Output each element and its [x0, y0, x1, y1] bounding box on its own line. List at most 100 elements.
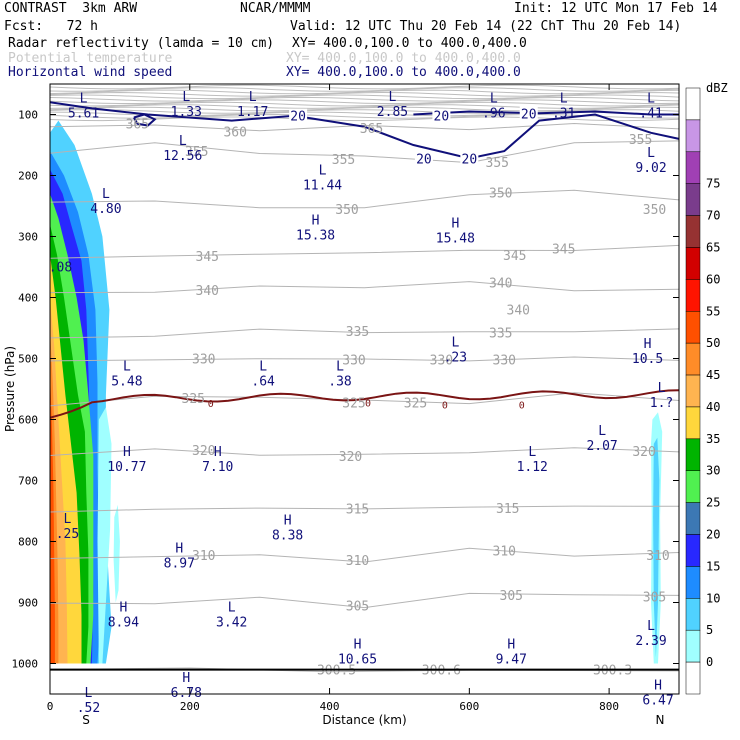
wind-contour-20-upper	[413, 110, 679, 116]
theta-label-35: 305	[500, 589, 523, 604]
theta-label-13: 340	[196, 284, 219, 299]
extremum-type-20: L	[598, 424, 606, 439]
theta-strat-line-5	[49, 96, 680, 102]
extremum-value-19: 1.?	[650, 396, 673, 411]
colorbar-box-0	[685, 87, 701, 121]
extremum-value-6: .41	[639, 106, 662, 121]
extremum-type-7: L	[179, 134, 187, 149]
extremum-type-22: H	[214, 445, 222, 460]
colorbar-box-2	[685, 151, 701, 184]
north-label: N	[656, 713, 665, 727]
zero-label-0: 0	[208, 399, 214, 410]
theta-contour-0	[49, 122, 680, 132]
wind-label-0: 20	[290, 110, 306, 125]
extremum-value-4: .96	[482, 106, 505, 121]
field-wind: Horizontal wind speed	[8, 65, 173, 80]
extremum-type-28: L	[228, 601, 236, 616]
colorbar-box-9	[685, 374, 701, 408]
x-tick-label-0: 0	[47, 700, 54, 713]
extremum-value-13: .08	[49, 261, 72, 276]
theta-label-25: 320	[192, 444, 215, 459]
y-tick-label-7: 800	[18, 536, 38, 549]
forecast-hour: Fcst: 72 h	[4, 19, 98, 34]
colorbar-box-16	[685, 598, 701, 631]
extremum-value-22: 7.10	[202, 460, 233, 475]
extremum-type-21: H	[123, 445, 131, 460]
colorbar-level-4: 20	[706, 528, 720, 542]
theta-label-1: 360	[223, 126, 246, 141]
theta-contour-8	[49, 447, 680, 456]
zero-label-2: 0	[442, 400, 448, 411]
colorbar-level-7: 35	[706, 432, 720, 446]
theta-strat-line-10	[49, 109, 680, 114]
plot-frame	[49, 83, 680, 695]
wind-label-bg-2	[519, 106, 538, 121]
colorbar-level-10: 50	[706, 336, 720, 350]
colorbar-level-9: 45	[706, 368, 720, 382]
extremum-value-33: 6.47	[642, 694, 673, 709]
colorbar-box-10	[685, 406, 701, 440]
theta-contour-1	[49, 140, 680, 164]
zero-line	[49, 389, 680, 419]
extremum-value-32: 6.78	[171, 686, 202, 701]
extremum-type-14: L	[451, 335, 459, 350]
y-tick-label-3: 400	[18, 292, 38, 305]
colorbar-box-1	[685, 119, 701, 153]
theta-label-2: 365	[360, 122, 383, 137]
extremum-type-33: H	[654, 679, 662, 694]
wind-label-bg-3	[414, 151, 433, 166]
theta-label-20: 330	[430, 354, 453, 369]
extremum-value-21: 10.77	[107, 460, 146, 475]
extremum-type-2: L	[249, 90, 257, 105]
colorbar-box-6	[685, 279, 701, 312]
extremum-value-34: .52	[77, 701, 100, 716]
theta-label-39: 300.3	[593, 664, 632, 679]
init-time: Init: 12 UTC Mon 17 Feb 14	[514, 1, 718, 16]
reflectivity-plume-south-2	[113, 504, 120, 603]
wind-label-2: 20	[521, 107, 537, 122]
theta-strat-line-6	[49, 99, 680, 104]
theta-label-21: 330	[493, 354, 516, 369]
colorbar-level-13: 65	[706, 240, 720, 254]
theta-label-14: 340	[489, 276, 512, 291]
wind-contours	[49, 101, 680, 160]
reflectivity-band-8	[50, 370, 55, 664]
theta-label-38: 300.6	[422, 664, 461, 679]
colorbar-box-11	[685, 438, 701, 471]
theta-label-34: 305	[346, 600, 369, 615]
y-axis-label: Pressure (hPa)	[3, 346, 17, 432]
theta-contour-4	[49, 281, 680, 294]
extremum-type-27: H	[119, 601, 127, 616]
extremum-value-2: 1.17	[237, 105, 268, 120]
colorbar: dBZ 0 5 10 15 20 25 30 35 40 45 50 55 60 65 70 75	[685, 81, 728, 695]
theta-strat-line-3	[49, 91, 680, 97]
field-reflectivity-xy: XY= 400.0,100.0 to 400.0,400.0	[292, 36, 527, 51]
y-tick-label-9: 1000	[12, 658, 39, 671]
theta-label-11: 345	[503, 249, 526, 264]
theta-label-16: 335	[346, 325, 369, 340]
colorbar-box-5	[685, 247, 701, 280]
colorbar-box-18	[685, 661, 701, 695]
theta-contour-5	[49, 328, 680, 339]
zero-label-3: 0	[519, 400, 525, 411]
zero-wind-line	[49, 389, 680, 419]
extremum-value-7: 12.56	[163, 149, 202, 164]
extremum-type-23: L	[528, 445, 536, 460]
extremum-type-25: H	[284, 513, 292, 528]
extremum-value-3: 2.85	[377, 105, 408, 120]
extremum-type-1: L	[182, 90, 190, 105]
reflectivity-plume-north-core	[653, 437, 660, 658]
extremum-type-8: L	[647, 146, 655, 161]
extremum-type-19: L	[658, 381, 666, 396]
colorbar-level-5: 25	[706, 496, 720, 510]
extremum-type-0: L	[80, 91, 88, 106]
theta-contour-11	[49, 592, 680, 609]
theta-label-3: 355	[185, 145, 208, 160]
wind-label-1: 20	[434, 110, 450, 125]
colorbar-level-15: 75	[706, 177, 720, 191]
theta-label-26: 320	[339, 450, 362, 465]
theta-label-24: 325	[404, 396, 427, 411]
wind-contour-20	[49, 101, 680, 160]
